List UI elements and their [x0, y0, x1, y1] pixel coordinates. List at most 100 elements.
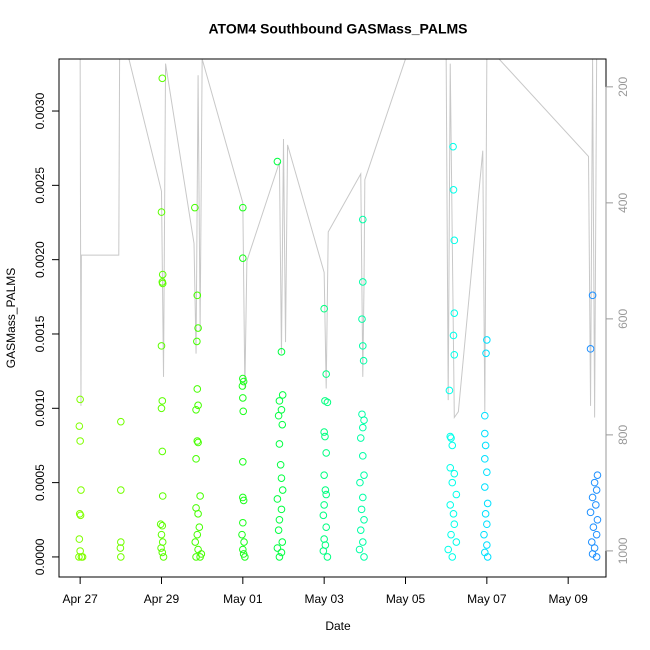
- pressure-line: [79, 59, 598, 420]
- data-point: [192, 405, 200, 414]
- data-point: [449, 142, 457, 151]
- data-point: [157, 544, 165, 552]
- data-point: [194, 324, 202, 332]
- data-point: [481, 510, 490, 518]
- data-point: [590, 478, 599, 487]
- data-point: [450, 309, 459, 317]
- data-point: [194, 545, 202, 554]
- data-point: [449, 186, 458, 194]
- data-point: [117, 486, 125, 494]
- data-point: [158, 447, 167, 456]
- y-tick-label: 0.0000: [33, 538, 47, 575]
- x-tick-label: Apr 27: [62, 592, 98, 606]
- y-tick-label: 0.0025: [33, 167, 47, 204]
- data-point: [192, 553, 200, 561]
- data-point: [278, 391, 287, 399]
- data-point: [446, 463, 455, 472]
- data-point: [194, 510, 202, 518]
- data-point: [158, 548, 167, 557]
- data-point: [239, 254, 247, 262]
- data-point: [193, 385, 202, 393]
- data-point: [193, 337, 201, 346]
- data-point: [75, 422, 84, 430]
- data-point: [450, 350, 459, 359]
- data-point: [239, 374, 247, 383]
- data-point: [193, 437, 202, 445]
- data-point: [191, 538, 200, 546]
- data-point: [159, 553, 168, 561]
- data-point: [358, 342, 367, 350]
- data-point: [586, 345, 595, 353]
- data-point: [157, 342, 166, 350]
- data-point: [158, 492, 167, 500]
- data-point: [481, 429, 489, 438]
- data-point: [358, 452, 367, 460]
- data-point: [360, 471, 368, 479]
- data-point: [592, 553, 601, 561]
- data-point: [588, 291, 597, 300]
- data-point: [158, 397, 167, 405]
- data-point: [592, 530, 601, 539]
- data-point: [278, 486, 287, 494]
- data-point: [357, 505, 366, 514]
- data-point: [359, 356, 368, 365]
- data-point: [358, 315, 366, 323]
- data-point: [320, 304, 328, 313]
- data-point: [592, 486, 601, 494]
- data-point: [239, 518, 247, 527]
- data-point: [239, 458, 247, 466]
- data-point: [322, 370, 330, 378]
- data-point: [450, 469, 459, 478]
- data-point: [240, 538, 248, 546]
- data-point: [239, 545, 247, 554]
- data-point: [444, 545, 453, 554]
- data-point: [587, 538, 596, 546]
- data-point: [448, 553, 457, 561]
- data-point: [277, 505, 286, 514]
- data-point: [321, 486, 330, 494]
- x-tick-label: May 05: [386, 592, 426, 606]
- data-point: [117, 417, 125, 426]
- y2-tick-label: 1000: [616, 537, 630, 564]
- data-point: [278, 420, 287, 429]
- data-point: [193, 291, 202, 300]
- data-point: [117, 553, 125, 561]
- data-point: [589, 523, 598, 532]
- chart-title: ATOM4 Southbound GASMass_PALMS: [208, 21, 467, 37]
- data-point: [75, 553, 83, 561]
- data-point: [322, 490, 330, 499]
- data-point: [482, 349, 490, 358]
- data-point: [157, 404, 166, 413]
- y2-tick-label: 600: [616, 309, 630, 329]
- data-point: [196, 492, 204, 500]
- data-point: [448, 478, 457, 487]
- data-point: [446, 501, 455, 509]
- data-point: [447, 434, 455, 442]
- data-point: [449, 510, 458, 518]
- data-point: [358, 493, 367, 502]
- y2-tick-label: 800: [616, 425, 630, 445]
- y-tick-label: 0.0020: [33, 241, 47, 278]
- data-point: [356, 434, 365, 442]
- data-point: [275, 397, 284, 405]
- data-point: [445, 386, 454, 395]
- data-point: [481, 411, 489, 420]
- data-point: [274, 411, 283, 420]
- data-point: [193, 530, 202, 539]
- data-point: [76, 395, 84, 404]
- data-point: [278, 538, 287, 546]
- data-point: [450, 520, 459, 529]
- y2-tick-label: 200: [616, 77, 630, 97]
- y2-tick-label: 400: [616, 193, 630, 213]
- data-point: [238, 530, 246, 539]
- data-point: [239, 203, 247, 212]
- data-point: [320, 428, 328, 436]
- x-tick-label: May 07: [467, 592, 507, 606]
- x-axis-title: Date: [325, 619, 351, 633]
- data-point: [76, 437, 84, 445]
- data-point: [447, 530, 455, 539]
- data-point: [592, 501, 600, 509]
- data-point: [238, 382, 247, 390]
- data-point: [275, 440, 284, 448]
- x-tick-label: May 03: [304, 592, 344, 606]
